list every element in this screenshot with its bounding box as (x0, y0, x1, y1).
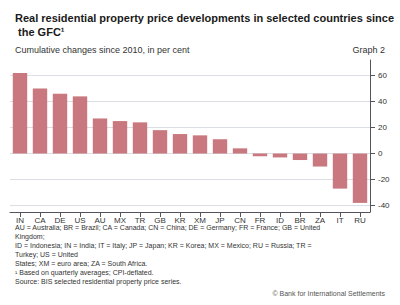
svg-text:States; XM = euro area; ZA = S: States; XM = euro area; ZA = South Afric… (15, 260, 147, 267)
svg-text:CN: CN (234, 215, 246, 225)
svg-text:¹ Based on quarterly averages;: ¹ Based on quarterly averages; CPI-defla… (15, 269, 154, 277)
svg-text:-20: -20 (378, 175, 390, 184)
svg-text:KR: KR (174, 215, 186, 225)
svg-text:Real residential property pric: Real residential property price developm… (15, 12, 394, 24)
svg-text:© Bank for International Settl: © Bank for International Settlements (272, 290, 385, 297)
svg-text:40: 40 (378, 97, 387, 106)
svg-text:the GFC¹: the GFC¹ (15, 26, 65, 38)
svg-text:Turkey; US = United: Turkey; US = United (15, 251, 78, 259)
svg-text:60: 60 (378, 71, 387, 80)
svg-text:RU: RU (354, 216, 366, 225)
svg-text:BR: BR (294, 215, 306, 225)
svg-text:XM: XM (194, 215, 206, 225)
svg-text:MX: MX (114, 215, 126, 225)
svg-text:20: 20 (378, 123, 387, 132)
svg-text:US: US (74, 215, 86, 225)
svg-text:IN: IN (16, 215, 24, 225)
svg-text:0: 0 (378, 149, 383, 158)
svg-text:CA: CA (34, 215, 46, 225)
svg-text:-40: -40 (378, 201, 390, 210)
svg-text:TR: TR (134, 215, 146, 225)
svg-text:Kingdom;: Kingdom; (15, 233, 45, 241)
svg-text:ID = Indonesia; IN = India; IT: ID = Indonesia; IN = India; IT = Italy; … (15, 242, 313, 250)
svg-text:IT: IT (336, 216, 343, 225)
svg-text:GB: GB (154, 215, 166, 225)
svg-text:JP: JP (215, 215, 225, 225)
svg-text:FR: FR (254, 215, 266, 225)
svg-text:AU: AU (94, 215, 106, 225)
svg-text:ID: ID (276, 215, 284, 225)
svg-text:Cumulative changes since 2010,: Cumulative changes since 2010, in per ce… (15, 45, 190, 55)
svg-text:Graph 2: Graph 2 (352, 45, 385, 55)
svg-text:AU = Australia; BR = Brazil; C: AU = Australia; BR = Brazil; CA = Canada… (15, 224, 322, 232)
svg-text:Source: BIS selected residenti: Source: BIS selected residential propert… (15, 278, 182, 286)
svg-text:ZA: ZA (314, 215, 326, 225)
svg-text:DE: DE (54, 215, 66, 225)
